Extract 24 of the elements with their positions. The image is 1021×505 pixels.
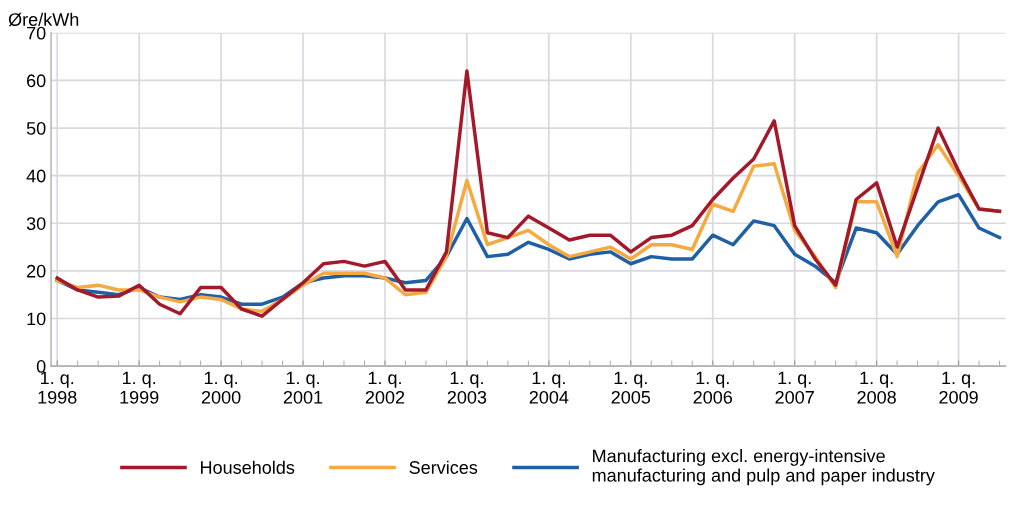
y-axis-title: Øre/kWh (8, 12, 79, 27)
y-tick-label: 30 (26, 217, 46, 230)
legend-label: Manufacturing excl. energy-intensive manufacturing and pulp and paper industry (592, 449, 935, 486)
x-tick-label: 1. q. 2002 (365, 371, 405, 404)
x-tick-label: 1. q. 2006 (693, 371, 733, 404)
legend-label: Households (201, 460, 295, 474)
y-tick-label: 50 (26, 121, 46, 135)
y-tick-label: 60 (27, 74, 46, 88)
x-tick-label: 1. q. 2005 (611, 371, 651, 404)
y-tick-label: 10 (27, 312, 46, 326)
x-tick-label: 1. q. 2004 (529, 371, 569, 404)
y-tick-label: 70 (27, 26, 46, 40)
y-tick-label: 0 (36, 360, 46, 373)
line-series (55, 69, 1002, 318)
x-tick-label: 1. q. 2000 (201, 371, 241, 404)
y-tick-label: 40 (26, 169, 46, 183)
x-tick-label: 1. q. 2007 (775, 371, 814, 404)
x-tick-label: 1. q. 2009 (939, 371, 978, 404)
x-tick-label: 1. q. 2008 (857, 371, 896, 404)
x-tick-label: 1. q. 2003 (447, 371, 487, 404)
x-tick-label: 1. q. 1999 (120, 371, 159, 404)
legend-label: Services (409, 460, 478, 474)
x-tick-label: 1. q. 2001 (283, 371, 323, 404)
y-tick-label: 20 (27, 264, 46, 278)
